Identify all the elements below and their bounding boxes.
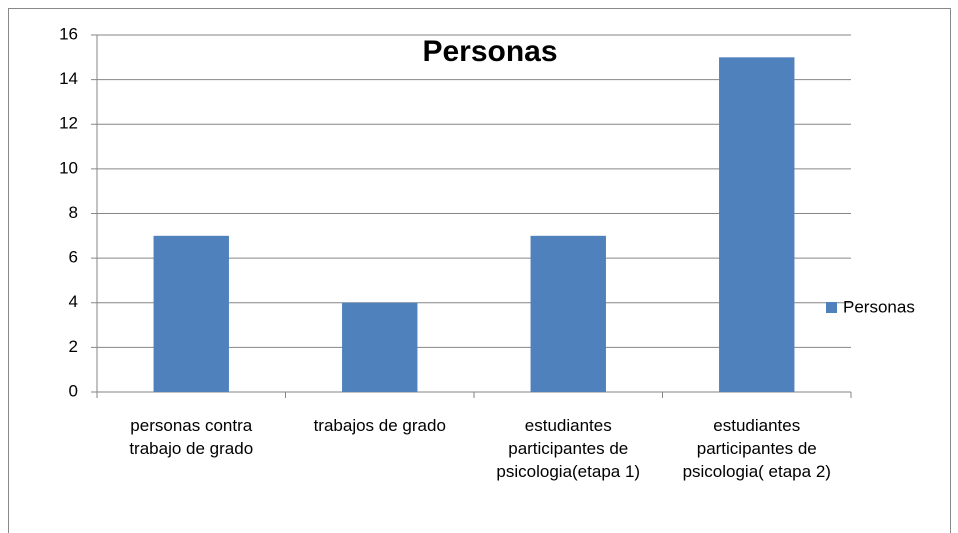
legend-label: Personas [843, 297, 915, 316]
y-tick-label: 16 [59, 24, 78, 43]
y-tick-label: 2 [69, 337, 78, 356]
x-tick-label: estudiantes participantes de psicologia(… [682, 416, 831, 481]
y-tick-label: 8 [69, 203, 78, 222]
y-tick-label: 0 [69, 381, 78, 400]
bar [530, 235, 606, 392]
bar [719, 57, 795, 392]
y-tick-label: 4 [69, 292, 78, 311]
legend-swatch [826, 302, 837, 313]
x-tick-label: trabajos de grado [313, 416, 446, 435]
y-tick-label: 6 [69, 248, 78, 267]
y-tick-label: 12 [59, 114, 78, 133]
bar [153, 235, 229, 392]
chart-border [8, 8, 951, 533]
x-tick-label: personas contra trabajo de grado [129, 416, 254, 458]
chart-title: Personas [422, 35, 557, 68]
y-tick-label: 14 [59, 69, 78, 88]
bar [342, 302, 418, 392]
x-tick-label: estudiantes participantes de psicologia(… [496, 416, 641, 481]
y-tick-label: 10 [59, 158, 78, 177]
